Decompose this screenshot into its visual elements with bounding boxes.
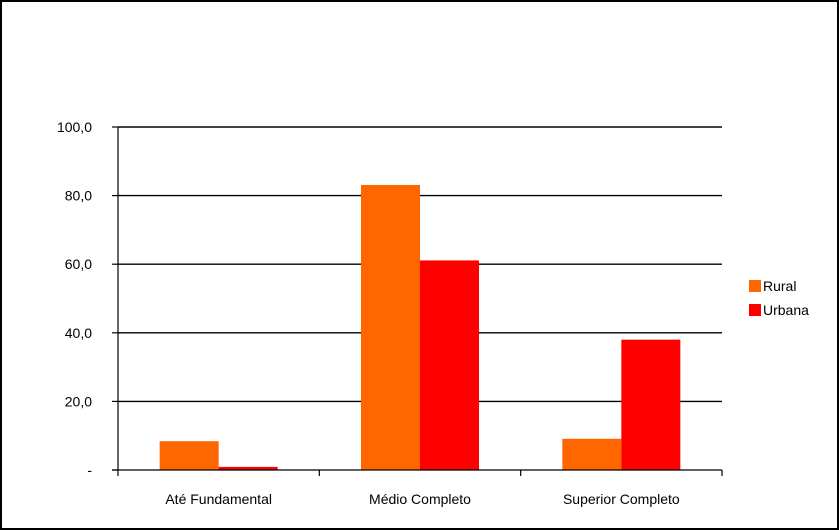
axes <box>112 126 723 476</box>
bar-urbana <box>420 260 479 470</box>
y-tick-label: 20,0 <box>65 393 92 409</box>
y-tick-label: - <box>87 462 92 478</box>
y-tick-label: 80,0 <box>65 188 92 204</box>
bar-rural <box>159 441 219 470</box>
y-tick-label: 40,0 <box>65 325 92 341</box>
legend: Rural Urbana <box>749 278 809 318</box>
bars <box>159 184 681 471</box>
legend-label-urbana: Urbana <box>763 302 809 318</box>
x-tick-label: Até Fundamental <box>165 491 272 507</box>
x-tick-labels: Até Fundamental Médio Completo Superior Co… <box>165 491 680 507</box>
y-tick-label: 100,0 <box>57 119 92 135</box>
y-tick-labels: - 20,0 40,0 60,0 80,0 100,0 <box>57 119 92 478</box>
bar-rural <box>361 184 420 471</box>
y-tick-label: 60,0 <box>65 256 92 272</box>
bar-urbana <box>218 466 278 470</box>
bar-rural <box>562 438 622 470</box>
legend-swatch-rural <box>749 280 761 292</box>
legend-label-rural: Rural <box>763 278 796 294</box>
bar-urbana <box>621 339 681 470</box>
x-tick-label: Superior Completo <box>563 491 680 507</box>
legend-swatch-urbana <box>749 304 761 316</box>
x-tick-label: Médio Completo <box>369 491 471 507</box>
